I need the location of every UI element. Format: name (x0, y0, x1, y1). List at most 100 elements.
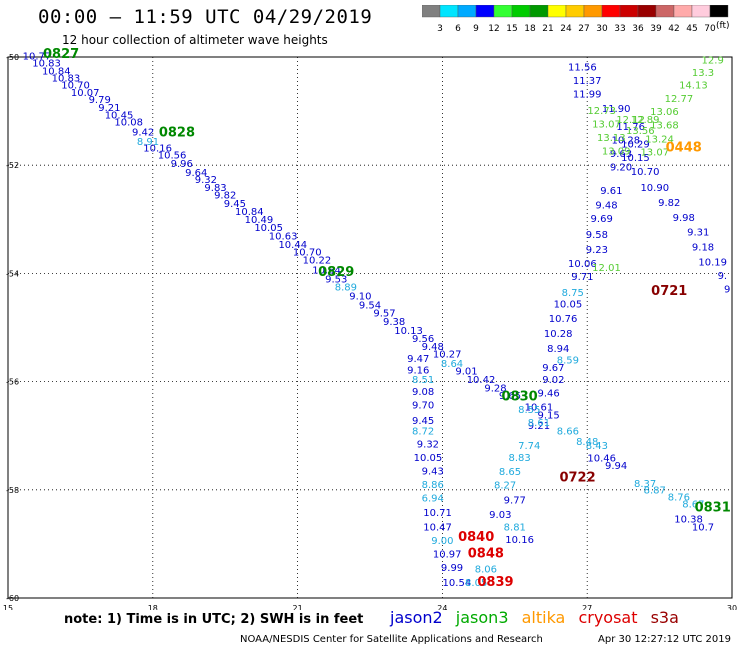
swh-point: 10.70 (293, 248, 322, 259)
swh-point: 9.69 (591, 214, 613, 225)
timestamp-text: Apr 30 12:27:12 UTC 2019 (598, 634, 731, 645)
swh-point: 9.03 (489, 510, 511, 521)
swh-point: 7.74 (518, 441, 540, 452)
swh-point: 9.64 (185, 168, 207, 179)
swh-point: 9.08 (412, 387, 434, 398)
swh-point: 10.08 (114, 118, 143, 129)
swh-point: 9.02 (542, 375, 564, 386)
swh-point: 9.15 (537, 410, 559, 421)
swh-point: 9.43 (422, 467, 444, 478)
swh-point: 8.27 (494, 481, 516, 492)
plot-area: 15 18 21 24 27 30 -50 -52 -54 -56 -58 -60 10.7710.83… (3, 47, 737, 610)
colorbar-tick: 18 (524, 24, 536, 34)
swh-point: 10.05 (554, 299, 583, 310)
swh-point: 9.20 (610, 163, 632, 174)
track-label: 0722 (559, 471, 595, 486)
swh-point: 8.66 (557, 427, 579, 438)
swh-point: 9.23 (586, 245, 608, 256)
swh-point: 9.57 (373, 309, 395, 320)
x-tick-label: 15 (3, 604, 13, 610)
x-tick-label: 18 (148, 604, 158, 610)
legend-s3a: s3a (650, 608, 679, 627)
swh-point: 8.89 (335, 283, 357, 294)
swh-point: 9.71 (571, 272, 593, 283)
swh-point: 13.68 (650, 120, 679, 131)
track-label: 0831 (695, 500, 731, 515)
swh-point: 9.10 (349, 291, 371, 302)
swh-point: 10.7 (692, 522, 714, 533)
swh-point: 9.58 (586, 230, 608, 241)
swh-point: 9.63 (610, 149, 632, 160)
swh-point: 10.38 (674, 514, 703, 525)
swh-point: 9.46 (537, 389, 559, 400)
swh-point: 8.06 (475, 565, 497, 576)
swh-point: 10.71 (423, 508, 452, 519)
swh-point: 10.84 (42, 66, 71, 77)
track-label: 0848 (468, 546, 504, 561)
swh-point: 10.77 (23, 52, 52, 63)
y-tick-label: -60 (6, 594, 19, 603)
swh-point: 10.54 (443, 578, 472, 589)
swh-point: 13.56 (626, 126, 655, 137)
swh-point: 9.54 (359, 301, 381, 312)
swh-point: 10.84 (235, 207, 264, 218)
swh-point: 10.47 (423, 522, 452, 533)
swh-point: 10.13 (394, 326, 423, 337)
x-tick-label: 21 (293, 604, 303, 610)
swh-point: 9.53 (325, 275, 347, 286)
legend-altika: altika (521, 608, 566, 627)
swh-point: 10.28 (544, 329, 573, 340)
swh-point: 8.05 (465, 578, 487, 589)
swh-point: 9.32 (417, 440, 439, 451)
data-layer: 10.7710.8310.8410.8310.7010.079.799.2110… (23, 47, 731, 590)
swh-point: 10.29 (621, 139, 650, 150)
swh-point: 8.75 (562, 288, 584, 299)
colorbar-swatch (709, 5, 729, 18)
y-tick-label: -56 (6, 378, 19, 387)
swh-point: 9.42 (132, 127, 154, 138)
colorbar-tick: 27 (578, 24, 589, 34)
swh-point: 6.94 (422, 494, 444, 505)
swh-point: 12.01 (592, 263, 621, 274)
swh-point: 9.96 (171, 159, 193, 170)
swh-point: 8.37 (634, 479, 656, 490)
swh-point: 9.65 (499, 391, 521, 402)
swh-point: 10.49 (245, 215, 274, 226)
swh-point: 9.47 (407, 354, 429, 365)
swh-point: 11.99 (573, 90, 602, 101)
colorbar-tick: 45 (686, 24, 697, 34)
x-tick-label: 24 (437, 604, 447, 610)
swh-point: 9.21 (528, 421, 550, 432)
track-label: 0827 (43, 47, 79, 62)
y-tick-label: -54 (6, 269, 19, 278)
track-label: 0828 (159, 126, 195, 141)
track-label: 0448 (666, 141, 702, 156)
y-tick-label: -58 (6, 486, 19, 495)
swh-point: 11.90 (602, 104, 631, 115)
swh-point: 8.43 (586, 441, 608, 452)
swh-point: 9.45 (412, 416, 434, 427)
swh-point: 9.48 (422, 342, 444, 353)
swh-point: 9.31 (687, 228, 709, 239)
swh-point: 12.12 (616, 115, 645, 126)
swh-point: 9.21 (98, 103, 120, 114)
swh-point: 10.64 (312, 265, 341, 276)
swh-point: 10.05 (414, 453, 443, 464)
swh-point: 9.38 (383, 317, 405, 328)
swh-point: 9.79 (89, 95, 111, 106)
swh-point: 9.16 (407, 365, 429, 376)
swh-point: 8.87 (644, 486, 666, 497)
swh-point: 8.72 (412, 427, 434, 438)
swh-point: 11.56 (568, 63, 597, 74)
swh-point: 9.99 (441, 563, 463, 574)
swh-point: 10.63 (269, 231, 298, 242)
x-tick-label: 27 (582, 604, 592, 610)
swh-point: 12.77 (665, 94, 694, 105)
swh-point: 10.19 (698, 257, 727, 268)
swh-point: 9.28 (484, 383, 506, 394)
swh-point: 9.67 (542, 363, 564, 374)
chart-subtitle: 12 hour collection of altimeter wave hei… (62, 33, 328, 47)
swh-point: 10.22 (303, 256, 332, 267)
swh-point: 8.51 (412, 375, 434, 386)
swh-point: 9.18 (692, 243, 714, 254)
